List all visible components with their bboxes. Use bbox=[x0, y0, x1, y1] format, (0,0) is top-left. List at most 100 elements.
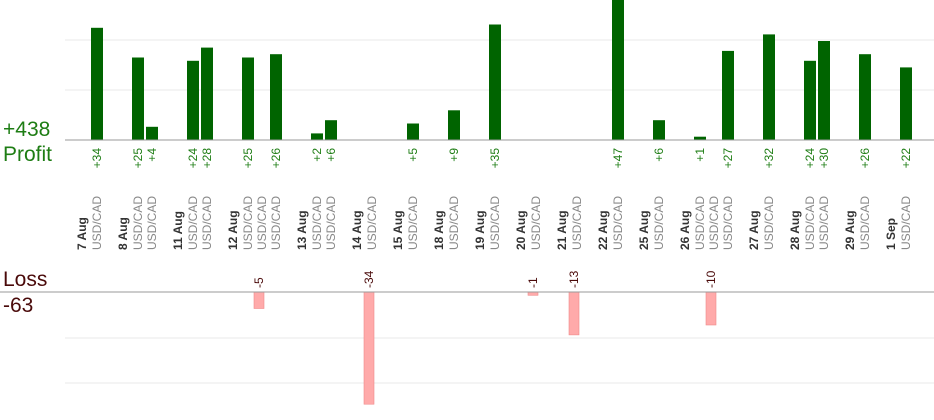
pair-label: USD/CAD bbox=[652, 196, 666, 250]
profit-total: +438 bbox=[3, 118, 51, 141]
date-label: 28 Aug bbox=[788, 210, 802, 250]
date-label: 1 Sep bbox=[884, 218, 898, 250]
pair-label: USD/CAD bbox=[200, 196, 214, 250]
pair-label: USD/CAD bbox=[406, 196, 420, 250]
date-label: 20 Aug bbox=[514, 210, 528, 250]
date-label: 21 Aug bbox=[555, 210, 569, 250]
profit-label: Profit bbox=[3, 143, 53, 166]
date-label: 19 Aug bbox=[473, 210, 487, 250]
date-label: 29 Aug bbox=[843, 210, 857, 250]
profit-value-label: +4 bbox=[145, 148, 159, 162]
date-label: 7 Aug bbox=[75, 217, 89, 250]
profit-value-label: +27 bbox=[721, 148, 735, 169]
profit-bar bbox=[325, 120, 337, 140]
profit-bar bbox=[187, 60, 199, 140]
loss-total: -63 bbox=[3, 294, 34, 317]
profit-bar bbox=[270, 54, 282, 141]
pair-label: USD/CAD bbox=[269, 196, 283, 250]
date-label: 12 Aug bbox=[226, 210, 240, 250]
profit-bar bbox=[818, 41, 830, 140]
date-label: 13 Aug bbox=[295, 210, 309, 250]
loss-value-label: -5 bbox=[252, 277, 266, 288]
pair-label: USD/CAD bbox=[365, 196, 379, 250]
profit-value-label: +32 bbox=[762, 148, 776, 169]
pair-label: USD/CAD bbox=[529, 196, 543, 250]
profit-value-label: +24 bbox=[803, 148, 817, 169]
loss-value-label: -34 bbox=[362, 270, 376, 288]
profit-value-label: +2 bbox=[310, 148, 324, 162]
loss-bar bbox=[253, 291, 265, 309]
profit-value-label: +6 bbox=[324, 148, 338, 162]
loss-bar bbox=[705, 291, 717, 326]
profit-value-label: +35 bbox=[488, 148, 502, 169]
date-label: 14 Aug bbox=[350, 210, 364, 250]
loss-value-label: -10 bbox=[704, 270, 718, 288]
pair-label: USD/CAD bbox=[310, 196, 324, 250]
pair-label: USD/CAD bbox=[255, 196, 269, 250]
profit-bar bbox=[763, 34, 775, 140]
profit-value-label: +26 bbox=[269, 148, 283, 169]
date-label: 15 Aug bbox=[391, 210, 405, 250]
pair-label: USD/CAD bbox=[858, 196, 872, 250]
profit-bar bbox=[448, 110, 460, 140]
profit-bar bbox=[859, 54, 871, 141]
pair-label: USD/CAD bbox=[611, 196, 625, 250]
pair-label: USD/CAD bbox=[241, 196, 255, 250]
pair-label: USD/CAD bbox=[693, 196, 707, 250]
profit-bar bbox=[132, 57, 144, 140]
profit-value-label: +1 bbox=[693, 148, 707, 162]
date-label: 27 Aug bbox=[747, 210, 761, 250]
pair-label: USD/CAD bbox=[899, 196, 913, 250]
pair-label: USD/CAD bbox=[762, 196, 776, 250]
loss-bar bbox=[568, 291, 580, 336]
profit-value-label: +30 bbox=[817, 148, 831, 169]
profit-value-label: +47 bbox=[611, 148, 625, 169]
date-label: 25 Aug bbox=[637, 210, 651, 250]
profit-value-label: +25 bbox=[131, 148, 145, 169]
profit-bar bbox=[804, 60, 816, 140]
profit-bar bbox=[900, 67, 912, 140]
pair-label: USD/CAD bbox=[803, 196, 817, 250]
profit-bar bbox=[612, 0, 624, 141]
profit-bar bbox=[146, 126, 158, 140]
pair-label: USD/CAD bbox=[131, 196, 145, 250]
pair-label: USD/CAD bbox=[186, 196, 200, 250]
profit-bar bbox=[722, 50, 734, 140]
pair-label: USD/CAD bbox=[570, 196, 584, 250]
date-label: 26 Aug bbox=[678, 210, 692, 250]
profit-bar bbox=[311, 133, 323, 140]
profit-value-label: +6 bbox=[652, 148, 666, 162]
pair-label: USD/CAD bbox=[90, 196, 104, 250]
pair-label: USD/CAD bbox=[447, 196, 461, 250]
date-label: 18 Aug bbox=[432, 210, 446, 250]
loss-bar bbox=[363, 291, 375, 405]
profit-bar bbox=[201, 47, 213, 140]
date-label: 8 Aug bbox=[116, 217, 130, 250]
loss-value-label: -13 bbox=[567, 270, 581, 288]
profit-value-label: +26 bbox=[858, 148, 872, 169]
pair-label: USD/CAD bbox=[707, 196, 721, 250]
profit-bar bbox=[489, 24, 501, 140]
date-label: 22 Aug bbox=[596, 210, 610, 250]
profit-value-label: +9 bbox=[447, 148, 461, 162]
profit-bar bbox=[407, 123, 419, 140]
pair-label: USD/CAD bbox=[324, 196, 338, 250]
pair-label: USD/CAD bbox=[817, 196, 831, 250]
profit-bar bbox=[653, 120, 665, 140]
profit-bar bbox=[91, 27, 103, 140]
profit-value-label: +24 bbox=[186, 148, 200, 169]
profit-value-label: +22 bbox=[899, 148, 913, 169]
pair-label: USD/CAD bbox=[721, 196, 735, 250]
pair-label: USD/CAD bbox=[488, 196, 502, 250]
profit-bar bbox=[694, 136, 706, 140]
profit-value-label: +25 bbox=[241, 148, 255, 169]
loss-value-label: -1 bbox=[526, 277, 540, 288]
profit-value-label: +28 bbox=[200, 148, 214, 169]
profit-value-label: +5 bbox=[406, 148, 420, 162]
loss-label: Loss bbox=[3, 268, 48, 291]
profit-bar bbox=[242, 57, 254, 140]
date-label: 11 Aug bbox=[171, 211, 185, 250]
profit-value-label: +34 bbox=[90, 148, 104, 169]
pair-label: USD/CAD bbox=[145, 196, 159, 250]
